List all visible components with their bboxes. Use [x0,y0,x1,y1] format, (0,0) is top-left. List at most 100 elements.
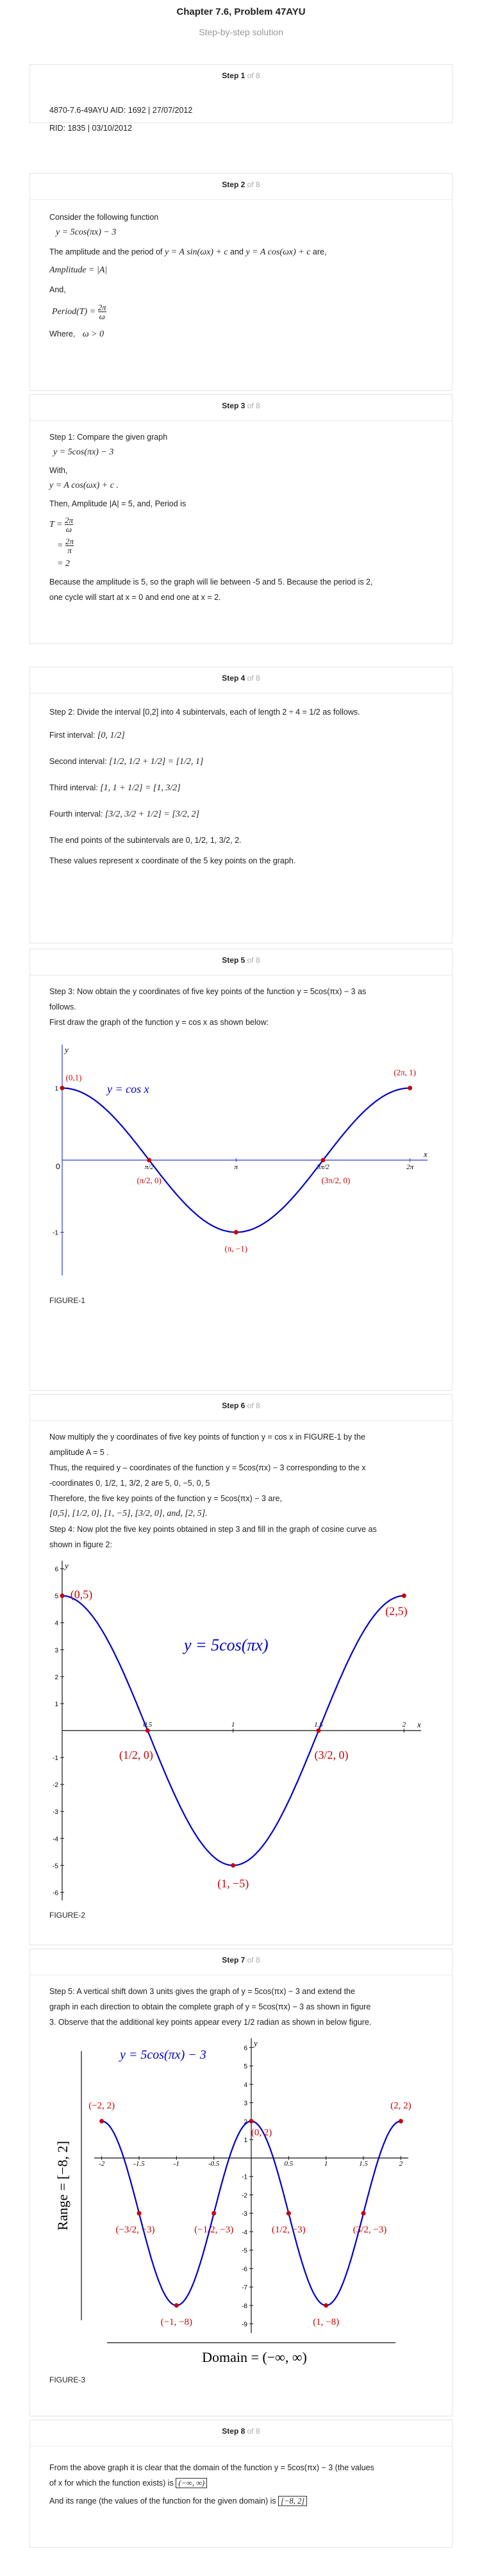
y-tick-label: -2 [53,1782,58,1789]
function-expression: y = 5cos(πx) − 3 [53,447,114,457]
step-text: From the above graph it is clear that th… [49,2463,374,2472]
interval-first: First interval: [0, 1/2] [49,731,125,740]
key-point [233,1230,238,1234]
step-heading: Step 7 of 8 [222,1956,260,1965]
y-axis-label: y [63,1045,69,1054]
y-tick-label: 4 [244,2082,247,2089]
step-card-6: Step 6 of 8 Now multiply the y coordinat… [29,1394,453,1945]
step-text: Step 3: Now obtain the y coordinates of … [49,987,367,996]
y-tick-label: 5 [244,2063,247,2070]
step-text: Thus, the required y – coordinates of th… [49,1463,366,1472]
y-tick-label: -5 [53,1863,58,1870]
key-point [212,2211,217,2216]
step-text: These values represent x coordinate of t… [49,856,296,865]
origin-label: 0 [56,1162,60,1171]
amplitude-formula: Amplitude = |A| [49,265,108,275]
key-point-label: (2, 2) [390,2100,411,2111]
key-point [361,2211,366,2216]
step-text: Then, Amplitude |A| = 5, and, Period is [49,499,187,508]
key-point-label: (π, −1) [225,1244,248,1254]
key-point-label: (0, 2) [251,2127,272,2138]
key-point [398,2118,403,2123]
x-tick-label: π/2 [145,1163,154,1171]
key-point [320,1158,326,1163]
x-tick-label: π [235,1163,238,1171]
step-text: RID: 1835 | 03/10/2012 [49,124,133,133]
step-heading: Step 5 of 8 [222,956,260,965]
key-point [174,2303,179,2308]
page-subtitle: Step-by-step solution [199,27,283,37]
y-tick-label: 2 [54,1674,58,1681]
function-expression: y = 5cos(πx) − 3 [56,228,117,237]
y-tick-label: -6 [242,2266,247,2273]
x-tick-label: -1 [174,2160,179,2168]
interval-second: Second interval: [1/2, 1/2 + 1/2] = [1/2… [49,757,204,767]
range-label: Range = [−8, 2] [54,2141,71,2231]
y-tick-label: 1 [54,1701,58,1708]
y-tick-label: 3 [244,2100,247,2107]
x-axis-label: x [423,1149,428,1159]
key-point-label: (3/2, −3) [353,2225,387,2235]
curve-legend: y = 5cos(πx) − 3 [119,2048,206,2062]
interval-third: Third interval: [1, 1 + 1/2] = [1, 3/2] [49,783,181,793]
key-point-label: (−2, 2) [88,2100,115,2111]
x-tick-label: 2π [406,1163,414,1171]
step-text: First draw the graph of the function y =… [49,1018,269,1027]
step-of-total: of 8 [247,71,260,80]
x-tick-label: 2 [399,2160,403,2168]
y-tick-label: -8 [242,2303,247,2310]
step-text: amplitude A = 5 . [49,1448,109,1457]
step-text: Now multiply the y coordinates of five k… [49,1433,365,1442]
step-card-1: Step 1 of 8 4870-7.6-49AYU AID: 1692 | 2… [29,64,453,133]
step-text: shown in figure 2: [49,1540,112,1549]
step-text: Step 1: Compare the given graph [49,433,168,442]
step-text: Therefore, the five key points of the fu… [49,1494,282,1503]
x-tick-label: -1.5 [133,2160,145,2168]
key-point-label: (1, −8) [313,2317,339,2327]
x-tick-label: -2 [99,2160,105,2168]
step-text: Step 4: Now plot the five key points obt… [49,1525,377,1534]
period-result: = 2 [57,559,70,569]
x-tick-label: 0.5 [284,2160,293,2168]
period-calc: = 2π π [57,536,74,555]
x-tick-label: 1 [324,2160,328,2168]
y-tick-label: 6 [244,2045,247,2052]
period-formula: Period(T) = 2π ω [52,303,106,321]
key-point-label: (1, −5) [217,1877,249,1890]
x-tick-label: 1 [231,1721,235,1729]
key-point-label: (2π, 1) [394,1068,416,1077]
key-point-label: (0,5) [71,1588,93,1602]
key-point [231,1863,236,1868]
y-tick-label: 1 [244,2137,247,2144]
key-point-label: (1/2, 0) [119,1749,153,1762]
step-text: one cycle will start at x = 0 and end on… [49,593,221,602]
curve-legend: y = cos x [106,1083,149,1095]
key-point-label: (π/2, 0) [137,1176,161,1185]
step-card-5: Step 5 of 8 Step 3: Now obtain the y coo… [29,949,453,1391]
key-point [401,1593,406,1599]
y-tick-label: -3 [53,1809,58,1816]
x-axis-label: x [417,1720,421,1729]
y-tick-label: 1 [54,1086,58,1093]
step-text: 4870-7.6-49AYU AID: 1692 | 27/07/2012 [49,106,193,115]
step-card-7: Step 7 of 8 Step 5: A vertical shift dow… [29,1949,453,2416]
y-tick-label: -5 [242,2248,247,2255]
step-text: The end points of the subintervals are 0… [49,836,242,845]
step-text: follows. [49,1002,76,1011]
y-tick-label: 6 [54,1566,58,1574]
figure-1-cos-graph: xy0 π/2 π 3π/2 2π1-1y = cos x(0,1)(π/2, 0)(π… [53,1045,428,1276]
y-tick-label: -4 [242,2229,247,2236]
x-tick-label: 1.5 [359,2160,368,2168]
period-calc: T = 2π ω [49,515,73,534]
interval-fourth: Fourth interval: [3/2, 3/2 + 1/2] = [3/2… [49,810,200,819]
y-tick-label: -1 [53,1230,58,1237]
step-text: 3. Observe that the additional key point… [49,2018,372,2027]
y-tick-label: -4 [53,1836,58,1843]
key-point [145,1728,150,1733]
step-text: -coordinates 0, 1/2, 1, 3/2, 2 are 5, 0,… [49,1479,210,1488]
key-point-label: (2,5) [385,1605,408,1618]
step-text: The amplitude and the period of y = A si… [49,247,327,257]
step-text: graph in each direction to obtain the co… [49,2002,371,2011]
key-point-label: (−1, −8) [161,2317,192,2327]
